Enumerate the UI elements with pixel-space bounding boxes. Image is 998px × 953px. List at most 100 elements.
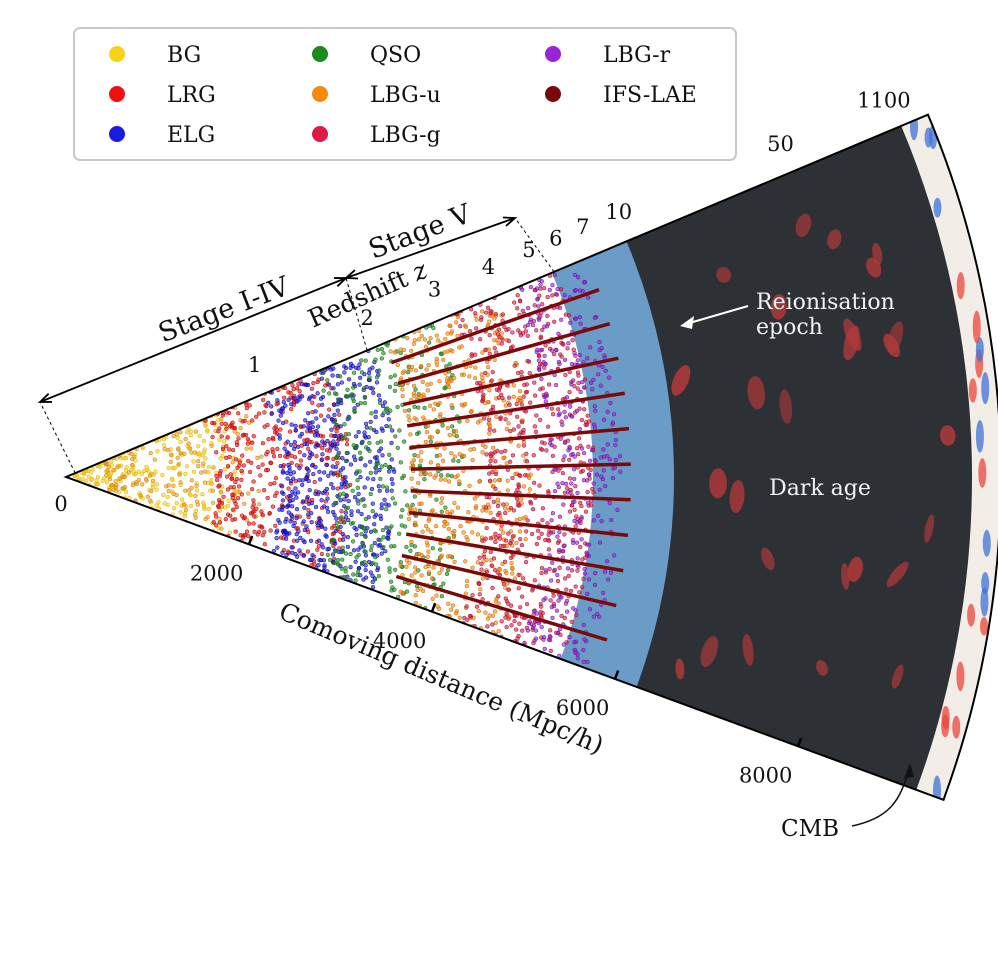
galaxy-point-bg2: [202, 480, 208, 485]
galaxy-point-lbg-u: [511, 383, 517, 388]
galaxy-point-lbg-g: [519, 402, 524, 407]
galaxy-point-lbg-r: [561, 642, 567, 647]
galaxy-point-elg: [326, 382, 332, 387]
galaxy-point-lbg-g: [562, 576, 568, 581]
galaxy-point-lbg-u: [471, 446, 477, 452]
galaxy-point-bg2: [209, 481, 214, 486]
galaxy-point-elg: [285, 476, 290, 481]
galaxy-point-qso: [386, 465, 392, 470]
galaxy-point-lbg-g: [519, 542, 525, 548]
galaxy-point-lbg-r: [596, 513, 601, 519]
galaxy-point-lbg-g: [584, 420, 589, 425]
galaxy-point-lrg: [234, 476, 240, 482]
galaxy-point-lrg: [228, 513, 233, 518]
galaxy-point-lrg: [287, 429, 293, 434]
galaxy-point-elg: [352, 525, 357, 530]
galaxy-point-lbg-u: [517, 516, 523, 522]
galaxy-point-lbg-r: [539, 624, 544, 630]
galaxy-point-lbg-r: [575, 490, 580, 496]
galaxy-point-qso: [342, 422, 347, 427]
galaxy-point-lrg: [219, 434, 224, 439]
galaxy-point-lbg-u: [523, 537, 528, 542]
galaxy-point-bg2: [148, 498, 153, 503]
galaxy-point-elg: [320, 402, 325, 407]
galaxy-point-lbg-r: [601, 447, 606, 452]
galaxy-point-lrg: [224, 426, 229, 431]
galaxy-point-qso: [364, 445, 369, 450]
galaxy-point-lrg: [297, 450, 303, 455]
galaxy-point-lbg-g: [518, 473, 523, 479]
galaxy-point-lbg-r: [553, 382, 559, 388]
galaxy-point-qso: [387, 526, 392, 531]
galaxy-point-elg: [289, 402, 294, 407]
galaxy-point-lbg-r: [575, 556, 580, 561]
galaxy-point-lrg: [246, 458, 251, 464]
galaxy-point-elg: [317, 477, 323, 482]
galaxy-point-lbg-u: [424, 429, 430, 435]
galaxy-point-lbg-g: [566, 313, 572, 318]
galaxy-point-bg: [123, 489, 129, 495]
galaxy-point-lbg-u: [492, 609, 498, 614]
galaxy-point-lbg-g: [516, 424, 521, 429]
galaxy-point-lbg-r: [601, 590, 606, 596]
galaxy-point-lrg: [224, 455, 229, 461]
galaxy-point-lbg-u: [455, 505, 461, 510]
galaxy-point-elg: [305, 472, 310, 477]
galaxy-point-lbg-g: [488, 308, 493, 314]
galaxy-point-lbg-r: [585, 356, 590, 361]
galaxy-point-lrg: [250, 509, 256, 515]
galaxy-point-lbg-r: [570, 451, 575, 457]
galaxy-point-lbg-g: [499, 341, 504, 346]
galaxy-point-lbg-g: [579, 503, 584, 509]
galaxy-point-lrg: [260, 525, 265, 530]
galaxy-point-bg2: [192, 450, 198, 455]
galaxy-point-lbg-r: [557, 529, 562, 535]
galaxy-point-lbg-g: [487, 471, 492, 476]
galaxy-point-lrg: [252, 514, 257, 519]
galaxy-point-bg2: [117, 476, 122, 481]
galaxy-point-elg: [310, 553, 315, 558]
dark-age-fluctuation: [795, 213, 812, 238]
galaxy-point-bg: [89, 476, 94, 482]
galaxy-point-qso: [339, 515, 344, 520]
galaxy-point-lbg-r: [557, 547, 562, 553]
galaxy-point-qso: [353, 578, 358, 583]
galaxy-point-bg2: [162, 446, 167, 452]
galaxy-point-lbg-g: [514, 496, 520, 501]
galaxy-point-qso: [334, 520, 340, 526]
galaxy-point-qso: [360, 439, 365, 445]
galaxy-point-lbg-u: [516, 443, 521, 448]
galaxy-point-bg2: [219, 416, 224, 422]
galaxy-point-lbg-g: [548, 598, 553, 603]
galaxy-point-elg: [367, 367, 372, 372]
galaxy-point-elg: [309, 557, 314, 562]
galaxy-point-qso: [390, 496, 395, 501]
galaxy-point-lbg-u: [480, 350, 485, 355]
galaxy-point-lbg-g: [478, 337, 483, 342]
galaxy-point-lbg-r: [564, 609, 570, 614]
galaxy-point-lbg-g: [524, 382, 529, 387]
galaxy-point-lbg-r: [601, 417, 607, 422]
galaxy-point-lbg-g: [506, 601, 511, 606]
galaxy-point-lrg: [237, 460, 242, 465]
galaxy-point-lbg-r: [557, 361, 562, 367]
galaxy-point-lbg-u: [504, 502, 510, 507]
galaxy-point-lbg-g: [569, 619, 574, 624]
galaxy-point-lrg: [247, 403, 252, 408]
galaxy-point-qso: [361, 526, 367, 531]
galaxy-point-lbg-r: [572, 350, 577, 356]
galaxy-point-lbg-g: [573, 584, 578, 589]
galaxy-point-lrg: [278, 535, 284, 540]
galaxy-point-bg: [217, 508, 223, 513]
galaxy-point-lbg-u: [449, 450, 454, 456]
galaxy-point-lrg: [239, 492, 244, 497]
galaxy-point-elg: [306, 512, 311, 517]
galaxy-point-bg2: [177, 472, 182, 477]
galaxy-point-elg: [351, 381, 357, 387]
galaxy-point-qso: [340, 557, 345, 562]
galaxy-point-elg: [293, 427, 298, 433]
galaxy-point-lbg-r: [587, 458, 593, 463]
galaxy-point-lrg: [234, 442, 240, 448]
galaxy-point-elg: [346, 498, 351, 504]
galaxy-point-lbg-u: [485, 365, 491, 370]
